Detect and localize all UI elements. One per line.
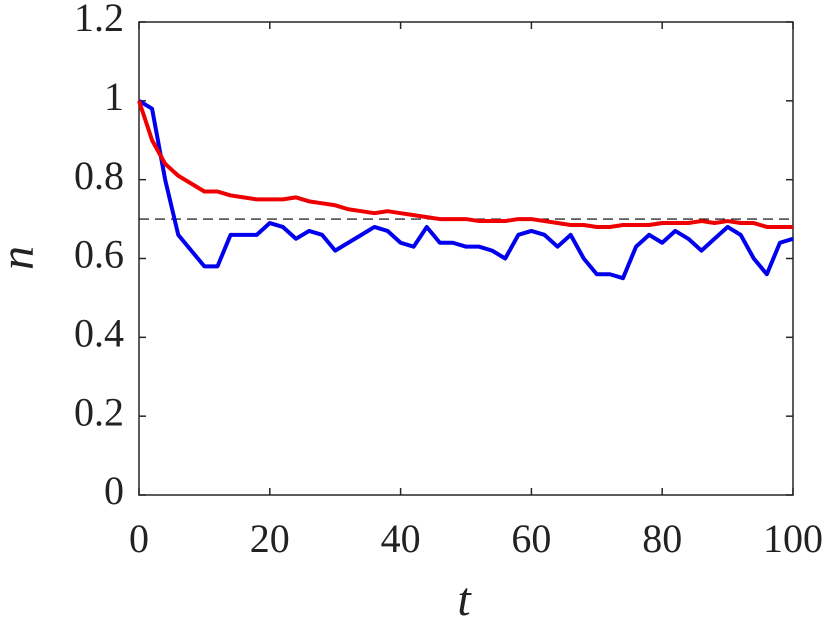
data-line (137, 100, 793, 229)
y-tick-label: 0.4 (74, 311, 124, 356)
y-tick-label: 0.2 (74, 389, 124, 434)
x-axis-label: t (457, 573, 472, 626)
x-tick-label: 100 (763, 516, 823, 561)
y-tick-label: 0.6 (74, 232, 124, 277)
x-tick-label: 60 (511, 516, 551, 561)
y-axis-label: n (0, 246, 44, 270)
x-tick-label: 20 (250, 516, 290, 561)
plot-area (138, 21, 794, 496)
x-tick-label: 0 (129, 516, 149, 561)
x-tick-label: 80 (642, 516, 682, 561)
y-tick-label: 0 (104, 468, 124, 513)
y-tick-label: 0.8 (74, 153, 124, 198)
data-line (137, 99, 794, 281)
y-tick-label: 1.2 (74, 0, 124, 40)
y-tick-label: 1 (104, 74, 124, 119)
x-tick-label: 40 (381, 516, 421, 561)
